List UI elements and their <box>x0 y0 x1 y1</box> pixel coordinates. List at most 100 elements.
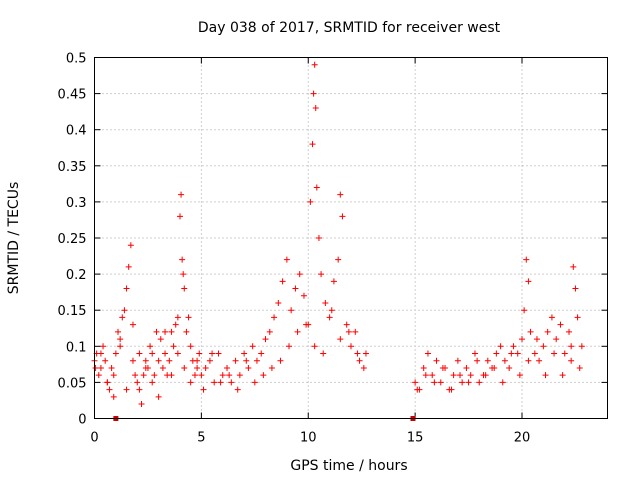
data-point <box>510 343 517 350</box>
y-axis-label: SRMTID / TECUs <box>6 182 22 295</box>
data-point <box>412 379 419 386</box>
data-point <box>97 364 104 371</box>
chart-title: Day 038 of 2017, SRMTID for receiver wes… <box>198 20 501 36</box>
data-point <box>136 350 143 357</box>
data-point <box>497 343 504 350</box>
data-point <box>362 350 369 357</box>
data-point <box>157 336 164 343</box>
y-tick-label: 0.05 <box>58 376 87 391</box>
data-point <box>166 357 173 364</box>
data-point <box>181 364 188 371</box>
data-point <box>102 357 109 364</box>
data-point <box>525 357 532 364</box>
data-point <box>559 372 566 379</box>
data-point <box>459 379 466 386</box>
data-point <box>200 386 207 393</box>
grid-lines <box>94 57 608 419</box>
data-point <box>288 307 295 314</box>
data-point <box>300 292 307 299</box>
data-point <box>311 61 318 68</box>
data-point <box>170 343 177 350</box>
data-point <box>337 336 344 343</box>
data-point <box>125 263 132 270</box>
data-point <box>570 263 577 270</box>
data-point <box>457 372 464 379</box>
data-point <box>153 328 160 335</box>
data-point <box>228 379 235 386</box>
data-point <box>266 328 273 335</box>
axis-ticks: 0 0.05 0.1 0.15 0.2 0.25 0.3 0.35 0.4 0.45 0.5 0 5 10… <box>58 52 608 446</box>
data-point <box>540 343 547 350</box>
data-point <box>162 350 169 357</box>
data-point <box>234 386 241 393</box>
data-point <box>516 372 523 379</box>
data-point <box>211 379 218 386</box>
data-point <box>553 336 560 343</box>
data-point <box>335 256 342 263</box>
data-point <box>136 386 143 393</box>
data-point <box>343 321 350 328</box>
data-point <box>491 364 498 371</box>
x-tick-label: 5 <box>197 431 205 446</box>
data-point <box>155 357 162 364</box>
data-point <box>142 364 149 371</box>
data-point <box>286 343 293 350</box>
data-point <box>226 372 233 379</box>
data-point <box>277 357 284 364</box>
data-point <box>196 350 203 357</box>
data-point <box>129 321 136 328</box>
y-tick-label: 0 <box>78 413 86 428</box>
data-point <box>463 364 470 371</box>
data-point <box>262 336 269 343</box>
data-point <box>431 379 438 386</box>
data-point <box>499 379 506 386</box>
data-point <box>178 191 185 198</box>
x-tick-label: 15 <box>407 431 424 446</box>
data-point <box>576 364 583 371</box>
data-point <box>217 379 224 386</box>
data-point <box>132 372 139 379</box>
data-point <box>181 285 188 292</box>
y-tick-label: 0.1 <box>66 340 87 355</box>
data-point <box>206 357 213 364</box>
data-point <box>523 256 530 263</box>
data-point <box>348 343 354 350</box>
data-point <box>140 372 147 379</box>
data-point <box>95 372 102 379</box>
data-point <box>450 372 457 379</box>
data-point <box>506 364 513 371</box>
data-points <box>91 61 585 421</box>
data-point <box>123 386 130 393</box>
data-point <box>533 336 540 343</box>
data-point <box>168 372 175 379</box>
data-point <box>311 343 318 350</box>
x-tick-label: 20 <box>514 431 531 446</box>
data-point <box>253 357 260 364</box>
data-point <box>557 321 564 328</box>
data-point <box>318 271 325 278</box>
data-point <box>312 105 319 112</box>
data-point <box>448 386 455 393</box>
data-point <box>424 350 431 357</box>
data-point <box>352 328 359 335</box>
data-point <box>172 321 179 328</box>
data-point <box>568 357 575 364</box>
data-point <box>151 372 158 379</box>
data-point <box>433 357 440 364</box>
y-tick-label: 0.15 <box>58 304 87 319</box>
data-point <box>110 393 117 400</box>
data-point <box>279 278 286 285</box>
data-point <box>544 328 551 335</box>
data-point <box>129 357 136 364</box>
data-point <box>97 350 104 357</box>
data-point <box>315 235 322 241</box>
data-point <box>245 364 252 371</box>
data-point <box>241 350 248 357</box>
data-point <box>330 278 337 285</box>
data-point <box>194 357 201 364</box>
data-point <box>177 213 183 220</box>
data-point <box>194 364 201 371</box>
data-point <box>198 372 205 379</box>
data-point <box>174 350 181 357</box>
data-point <box>258 350 265 357</box>
